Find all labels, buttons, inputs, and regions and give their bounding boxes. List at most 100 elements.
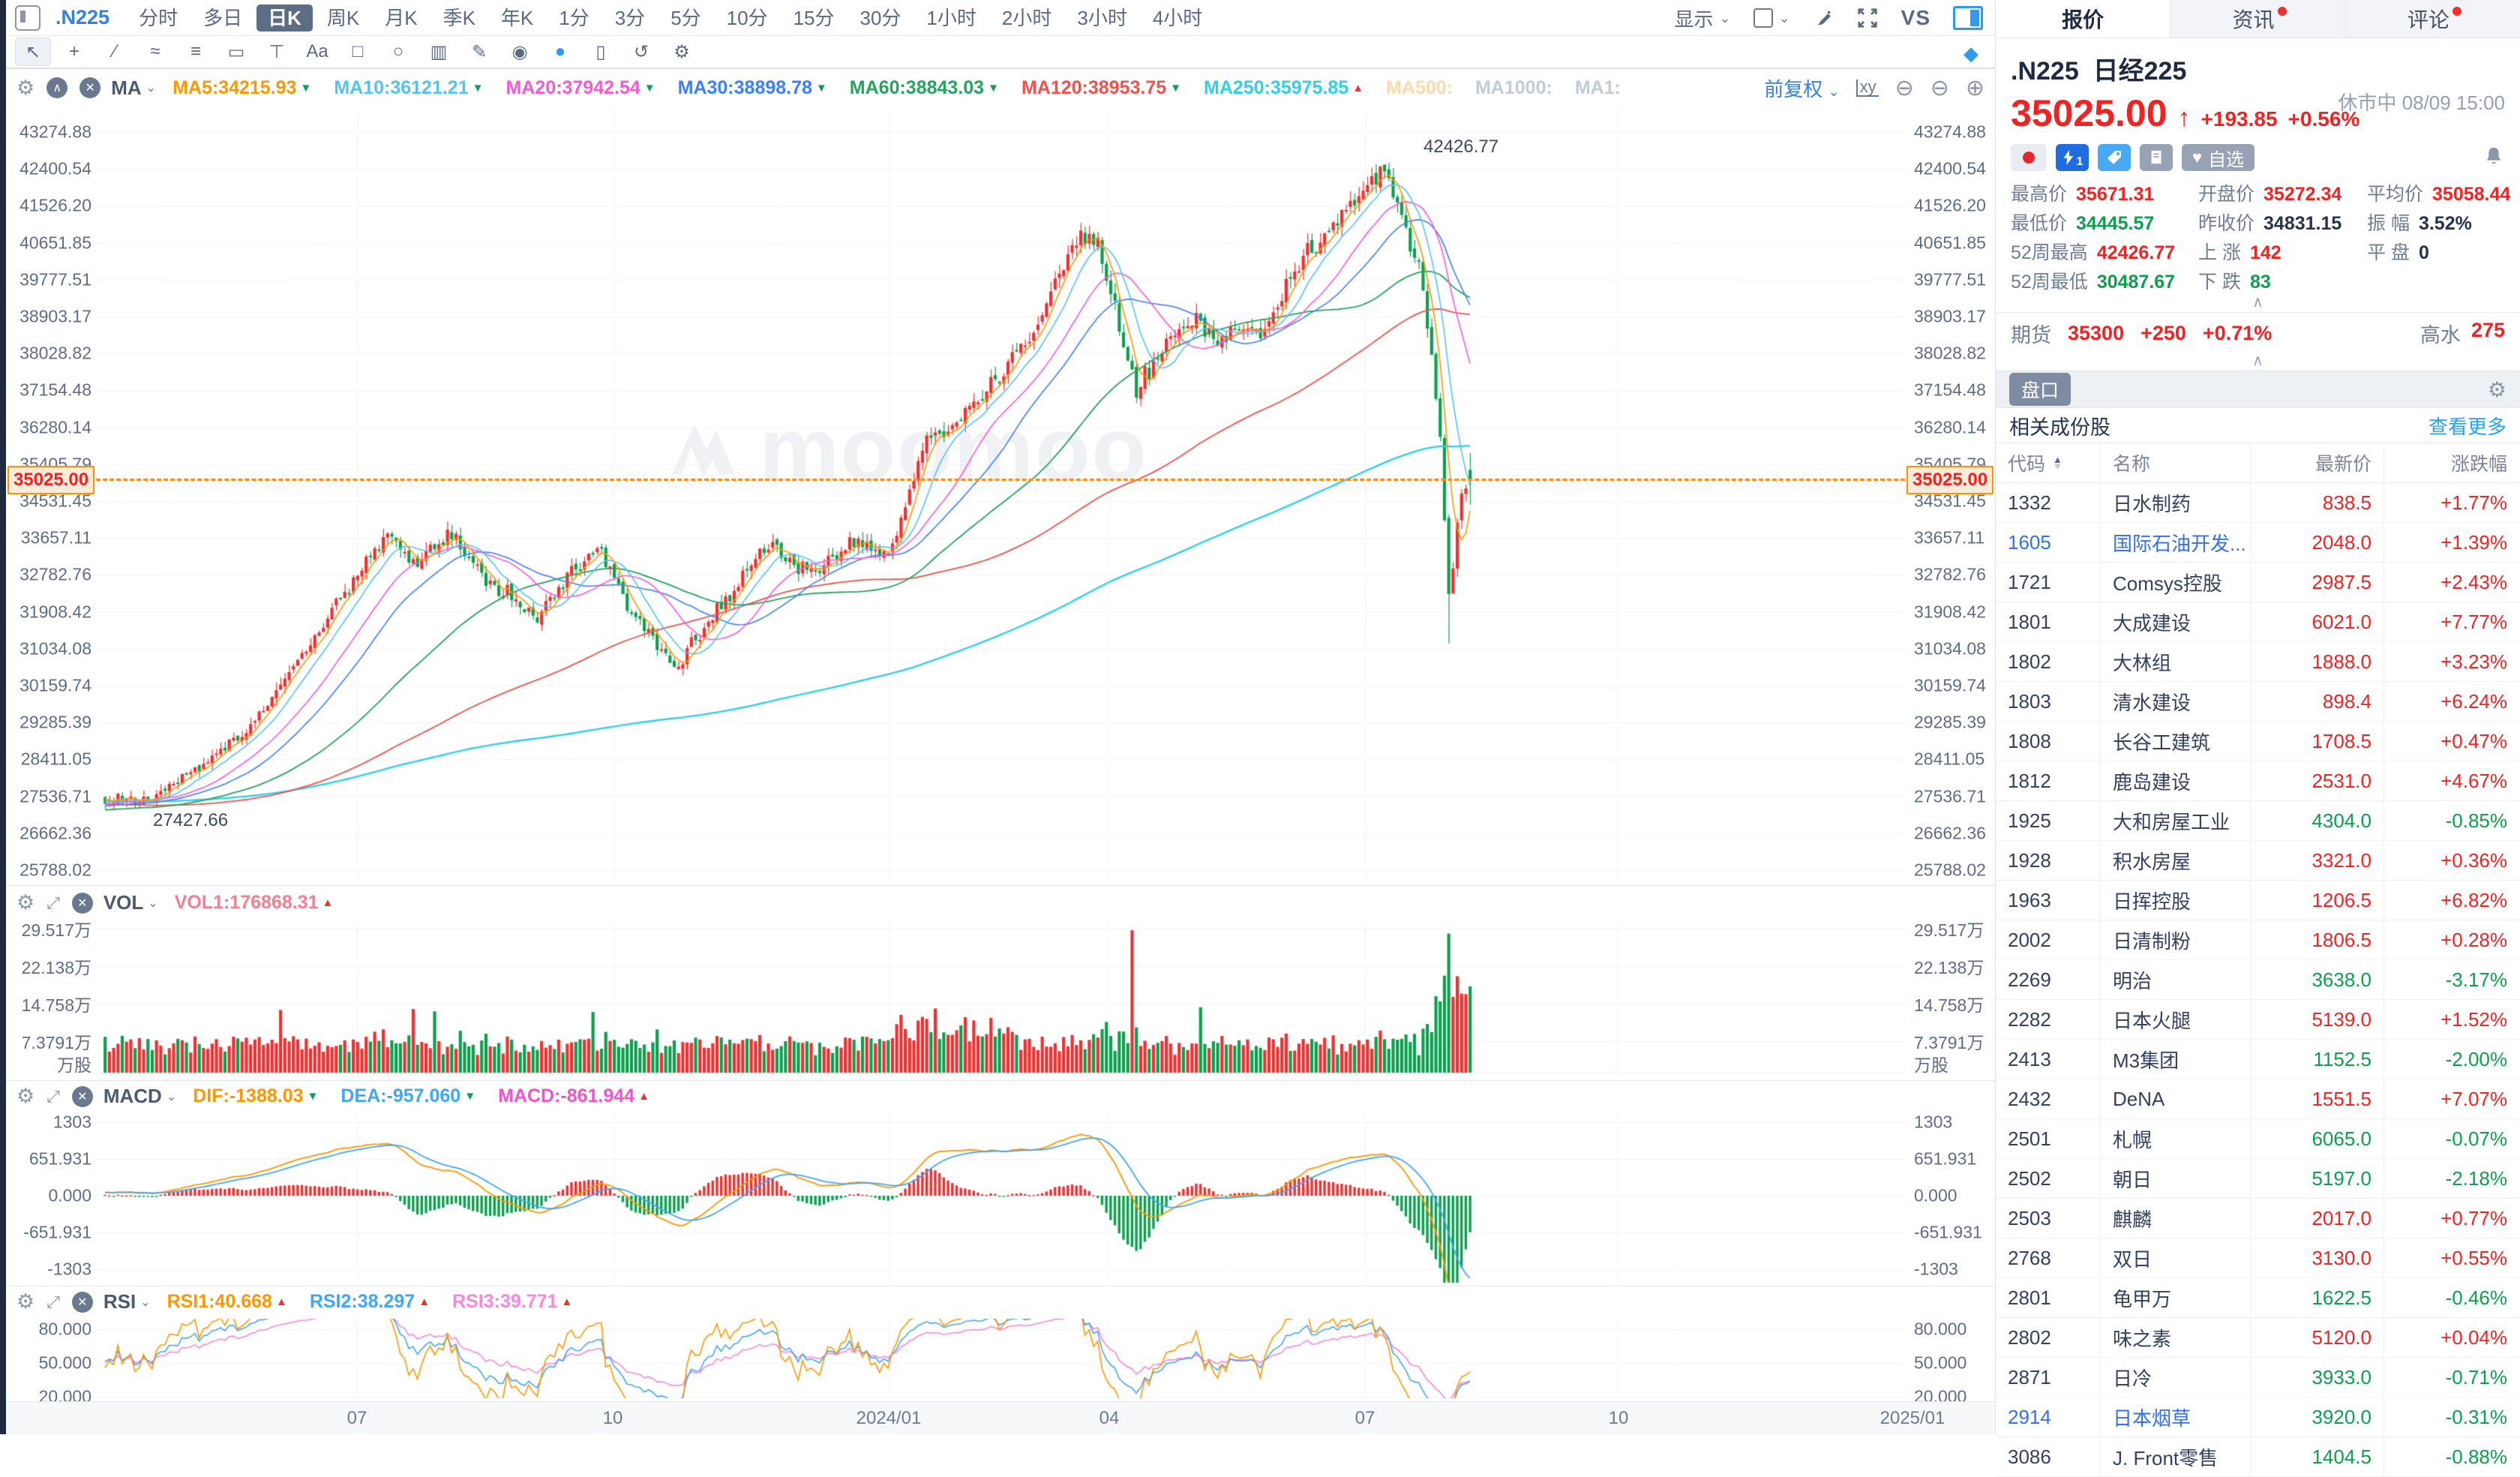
see-more-link[interactable]: 查看更多 (2428, 415, 2506, 438)
cell: 2017.0 (2251, 1199, 2384, 1238)
cell: 3638.0 (2251, 960, 2384, 999)
depth-tab[interactable]: 盘口 (2009, 373, 2072, 406)
cell: -2.00% (2445, 1047, 2507, 1070)
cell: 2432 (1996, 1079, 2101, 1118)
stock-row-2503[interactable]: 2503 麒麟 2017.0 +0.77% (1996, 1199, 2520, 1238)
axis-tick-label: 25788.02 (1914, 860, 1986, 880)
stock-row-1332[interactable]: 1332 日水制药 838.5 +1.77% (1996, 483, 2520, 523)
cell: 2531.0 (2251, 761, 2384, 800)
sort-icon[interactable]: ▲ ▼ (2053, 454, 2062, 472)
stock-row-1808[interactable]: 1808 长谷工建筑 1708.5 +0.47% (1996, 722, 2520, 761)
stock-row-1812[interactable]: 1812 鹿岛建设 2531.0 +4.67% (1996, 761, 2520, 801)
vol-remove-icon[interactable]: ✕ (71, 892, 93, 914)
macd-expand-icon[interactable]: ⤢ (46, 1086, 60, 1106)
time-tick-label: 07 (1354, 1408, 1376, 1428)
col-header-代码[interactable]: 代码 ▲ ▼ (1996, 443, 2101, 482)
tab-报价[interactable]: 报价 (1996, 0, 2171, 38)
rsi-settings-icon[interactable]: ⚙ (16, 1290, 35, 1313)
col-header-名称[interactable]: 名称 (2101, 443, 2251, 482)
stock-row-2413[interactable]: 2413 M3集团 1152.5 -2.00% (1996, 1040, 2520, 1079)
cell: 大和房屋工业 (2101, 801, 2251, 840)
lv1-quote-icon[interactable]: 1 (2056, 144, 2089, 171)
indicator-value[interactable]: DEA:-957.060 ▼ (340, 1085, 476, 1106)
stock-row-2501[interactable]: 2501 札幌 6065.0 -0.07% (1996, 1119, 2520, 1159)
indicator-value[interactable]: RSI2:38.297 ▲ (309, 1291, 430, 1312)
collapse-stats-icon[interactable]: ∧ (2252, 294, 2264, 311)
rsi-label[interactable]: RSI (103, 1290, 136, 1313)
vol-expand-icon[interactable]: ⤢ (46, 893, 60, 912)
up-triangle-icon: ▲ (322, 896, 334, 909)
cell: 国际石油开发... (2101, 523, 2251, 562)
stock-row-2914[interactable]: 2914 日本烟草 3920.0 -0.31% (1996, 1397, 2520, 1437)
tab-评论[interactable]: 评论 (2345, 0, 2520, 38)
stock-table-header: 代码 ▲ ▼ 名称 最新价 涨跌幅 (1996, 443, 2520, 483)
chart-canvas[interactable] (6, 0, 1995, 1434)
indicator-value[interactable]: RSI3:39.771 ▲ (452, 1291, 573, 1312)
axis-tick-label: 50.000 (1914, 1352, 1967, 1373)
cell: 1806.5 (2251, 920, 2384, 959)
axis-tick-label: 39777.51 (20, 269, 92, 290)
futures-price: 35300 (2068, 322, 2125, 344)
axis-tick-label: 0.000 (1914, 1185, 1958, 1205)
stock-row-1721[interactable]: 1721 Comsys控股 2987.5 +2.43% (1996, 563, 2520, 602)
indicator-value[interactable]: MACD:-861.944 ▲ (498, 1085, 650, 1106)
stock-row-1803[interactable]: 1803 清水建设 898.4 +6.24% (1996, 682, 2520, 722)
cell: 1803 (1996, 682, 2101, 721)
col-header-最新价[interactable]: 最新价 (2251, 443, 2384, 482)
cell: 2282 (1996, 1000, 2101, 1039)
tag-icon[interactable] (2098, 144, 2131, 171)
stat-上 涨: 上 涨 142 (2198, 242, 2282, 263)
axis-tick-label: 29285.39 (20, 712, 92, 732)
rsi-expand-icon[interactable]: ⤢ (46, 1292, 60, 1311)
add-watchlist-button[interactable]: ♥ 自选 (2182, 144, 2255, 171)
stock-row-1925[interactable]: 1925 大和房屋工业 4304.0 -0.85% (1996, 801, 2520, 841)
axis-tick-label: 40651.85 (1914, 233, 1986, 253)
axis-tick-label: -651.931 (1914, 1222, 1982, 1242)
macd-remove-icon[interactable]: ✕ (71, 1085, 93, 1107)
cell: 麒麟 (2101, 1199, 2251, 1238)
rsi-remove-icon[interactable]: ✕ (71, 1291, 93, 1313)
axis-tick-label: 25788.02 (20, 860, 92, 880)
stock-row-2801[interactable]: 2801 龟甲万 1622.5 -0.46% (1996, 1278, 2520, 1318)
vol-label[interactable]: VOL (103, 891, 144, 914)
macd-settings-icon[interactable]: ⚙ (16, 1085, 35, 1107)
axis-tick-label: 万股 (1914, 1055, 1948, 1075)
indicator-value[interactable]: VOL1:176868.31 ▲ (174, 892, 334, 913)
axis-tick-label: 1303 (1914, 1112, 1953, 1132)
stock-row-2802[interactable]: 2802 味之素 5120.0 +0.04% (1996, 1318, 2520, 1358)
stock-row-2432[interactable]: 2432 DeNA 1551.5 +7.07% (1996, 1079, 2520, 1119)
cell: +1.52% (2440, 1007, 2507, 1031)
stock-row-2002[interactable]: 2002 日清制粉 1806.5 +0.28% (1996, 920, 2520, 960)
tab-资讯[interactable]: 资讯 (2170, 0, 2346, 38)
stock-row-2502[interactable]: 2502 朝日 5197.0 -2.18% (1996, 1159, 2520, 1199)
indicator-value[interactable]: DIF:-1388.03 ▼ (193, 1085, 319, 1106)
time-tick-label: 10 (602, 1408, 623, 1428)
axis-tick-label: 29285.39 (1914, 712, 1986, 732)
cell: 日挥控股 (2101, 881, 2251, 920)
stock-row-1963[interactable]: 1963 日挥控股 1206.5 +6.82% (1996, 881, 2520, 920)
stock-row-2768[interactable]: 2768 双日 3130.0 +0.55% (1996, 1238, 2520, 1278)
futures-pct: +0.71% (2202, 322, 2272, 344)
stock-row-1605[interactable]: 1605 国际石油开发... 2048.0 +1.39% (1996, 523, 2520, 563)
indicator-value[interactable]: RSI1:40.668 ▲ (166, 1291, 287, 1312)
time-axis: 07 10 2024/01 04 07 10 2025/01 (6, 1401, 1995, 1435)
stock-row-2871[interactable]: 2871 日冷 3933.0 -0.71% (1996, 1358, 2520, 1397)
macd-label[interactable]: MACD (103, 1085, 162, 1107)
alert-bell-icon[interactable] (2482, 144, 2505, 168)
stock-row-2269[interactable]: 2269 明治 3638.0 -3.17% (1996, 960, 2520, 1000)
col-header-涨跌幅[interactable]: 涨跌幅 (2450, 454, 2507, 475)
stock-row-1928[interactable]: 1928 积水房屋 3321.0 +0.36% (1996, 841, 2520, 881)
time-tick-label: 07 (346, 1408, 368, 1428)
cell: 2987.5 (2251, 563, 2384, 602)
stock-row-2282[interactable]: 2282 日本火腿 5139.0 +1.52% (1996, 1000, 2520, 1040)
vol-settings-icon[interactable]: ⚙ (16, 891, 35, 914)
stock-row-1802[interactable]: 1802 大林组 1888.0 +3.23% (1996, 642, 2520, 682)
axis-tick-label: 43274.88 (20, 122, 92, 142)
gear-icon[interactable]: ⚙ (2487, 377, 2506, 401)
cell: -0.07% (2445, 1127, 2507, 1150)
stock-row-3086[interactable]: 3086 J. Front零售 1404.5 -0.88% (1996, 1437, 2520, 1477)
note-icon[interactable] (2140, 144, 2173, 171)
stock-row-1801[interactable]: 1801 大成建设 6021.0 +7.77% (1996, 602, 2520, 642)
up-triangle-icon: ▲ (418, 1295, 430, 1308)
collapse-futures-icon[interactable]: ∧ (2252, 353, 2264, 369)
